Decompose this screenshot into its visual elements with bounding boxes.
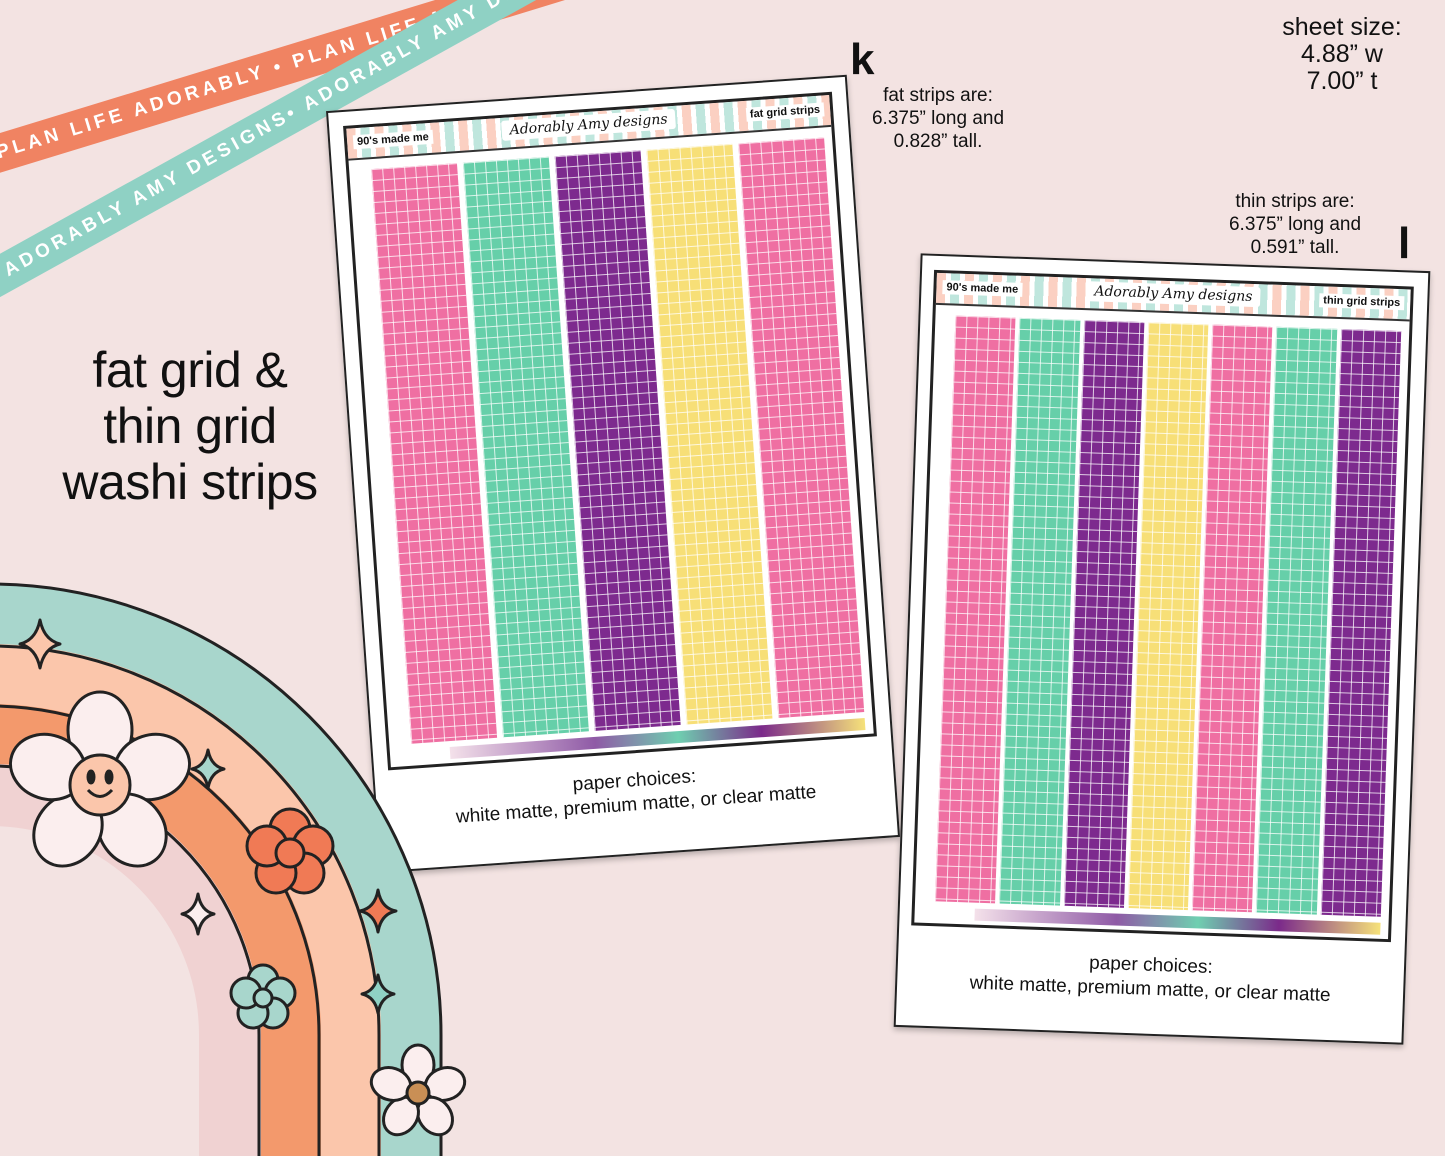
headline-line-1: fat grid & bbox=[92, 342, 288, 398]
thin-grid-product-card: 90's made me Adorably Amy designs thin g… bbox=[893, 253, 1431, 1045]
thin-note-line-3: 0.591” tall. bbox=[1250, 237, 1340, 258]
fat-note-line-1: fat strips are: bbox=[883, 85, 993, 106]
thin-washi-strips bbox=[935, 315, 1402, 917]
teal-flower-icon bbox=[229, 963, 297, 1030]
product-headline: fat grid & thin grid washi strips bbox=[20, 342, 360, 510]
rainbow-band-pink bbox=[0, 764, 261, 1156]
rainbow-illustration bbox=[0, 582, 467, 1156]
rainbow-band-peach bbox=[0, 644, 381, 1156]
sheet-size-info: sheet size: 4.88” w 7.00” t bbox=[1262, 14, 1422, 95]
brand-logo: Adorably Amy designs bbox=[501, 108, 677, 141]
thin-note-line-2: 6.375” long and bbox=[1228, 214, 1362, 235]
sparkle-icon bbox=[18, 618, 62, 670]
sheet-title: 90's made me bbox=[942, 280, 1023, 297]
variant-letter-k: k bbox=[850, 35, 875, 84]
sheet-variant-label: fat grid strips bbox=[745, 102, 825, 122]
daisy-flower-icon bbox=[369, 1043, 467, 1137]
orange-flower-icon bbox=[245, 807, 335, 895]
sparkle-icon bbox=[180, 892, 216, 936]
smiley-flower-icon bbox=[9, 690, 191, 868]
paper-choices: paper choices: white matte, premium matt… bbox=[897, 945, 1404, 1011]
thin-strips-note: thin strips are: 6.375” long and 0.591” … bbox=[1200, 190, 1390, 259]
thin-note-line-1: thin strips are: bbox=[1235, 191, 1355, 212]
sparkle-icon bbox=[358, 888, 398, 934]
sheet-size-height: 7.00” t bbox=[1306, 67, 1378, 95]
sheet-header: 90's made me Adorably Amy designs thin g… bbox=[935, 272, 1411, 322]
sheet-title: 90's made me bbox=[352, 129, 434, 150]
sheet-size-width: 4.88” w bbox=[1301, 40, 1383, 68]
fat-note-line-3: 0.828” tall. bbox=[893, 131, 983, 152]
fat-strips-note: fat strips are: 6.375” long and 0.828” t… bbox=[848, 84, 1028, 153]
rainbow-band-teal bbox=[0, 584, 441, 1156]
variant-letter-l: l bbox=[1398, 219, 1411, 268]
brand-logo: Adorably Amy designs bbox=[1086, 281, 1261, 308]
sheet-variant-label: thin grid strips bbox=[1319, 293, 1405, 311]
sparkle-icon bbox=[360, 973, 396, 1015]
headline-line-3: washi strips bbox=[62, 454, 318, 510]
sheet-size-label: sheet size: bbox=[1282, 13, 1402, 41]
thin-grid-sticker-sheet: 90's made me Adorably Amy designs thin g… bbox=[911, 269, 1414, 943]
fat-note-line-2: 6.375” long and bbox=[871, 108, 1005, 129]
sparkle-icon bbox=[190, 748, 226, 790]
headline-line-2: thin grid bbox=[103, 398, 277, 454]
